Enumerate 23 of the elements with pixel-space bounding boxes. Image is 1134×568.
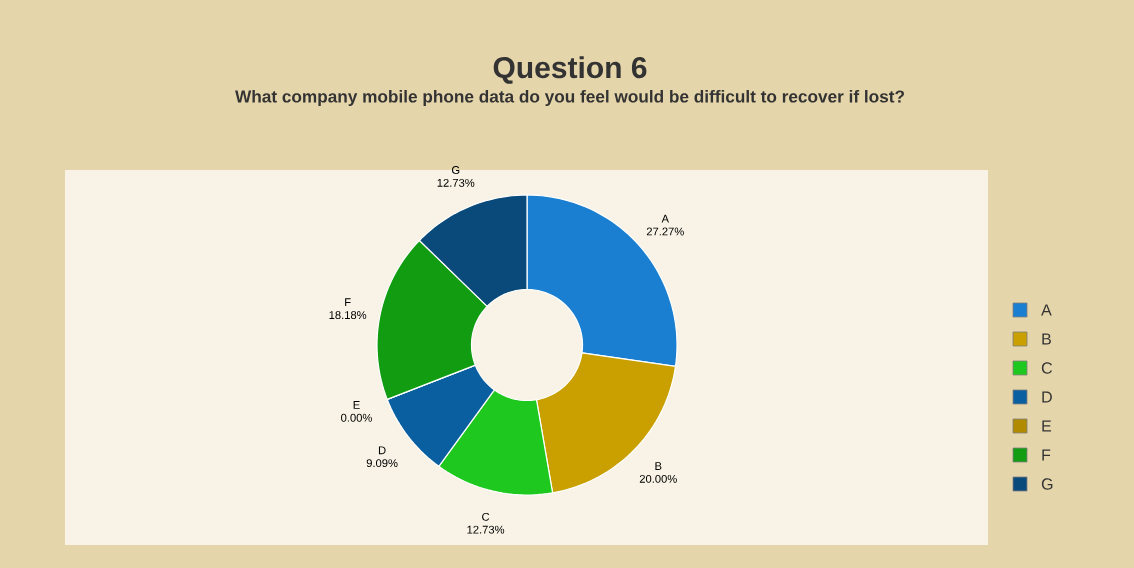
legend-label: A [1041,304,1052,316]
data-label: 18.18% [329,311,367,319]
slice-label: D [378,446,386,455]
slice-label: C [482,512,490,521]
legend-label: F [1042,449,1051,461]
category-label: E [353,401,360,409]
slice-label: B [655,462,662,470]
chart-subtitle: What company mobile phone data do you feel would be difficult to recover if lost? [235,89,904,107]
legend-label: E [1042,420,1052,432]
legend-label: D [1042,391,1052,403]
legend-label: G [1041,478,1053,490]
data-label: 12.73% [437,178,475,187]
text: 0.00% [341,413,372,422]
data-label: 27.27% [646,227,684,236]
slice-label: A [661,214,669,223]
chart-title: Question 6 [493,56,647,84]
legend-label: B [1042,333,1051,345]
slice-label: G [451,166,460,174]
slice-label: F [345,298,351,307]
legend-label: C [1041,362,1053,374]
data-label: 20.00% [639,474,677,483]
data-label: 12.73% [467,525,505,534]
data-label: 9.09% [366,459,398,468]
